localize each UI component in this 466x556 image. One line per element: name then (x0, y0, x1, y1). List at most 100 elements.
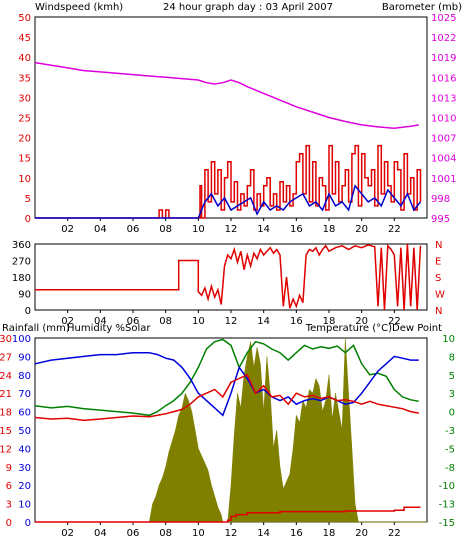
barometer-y-tick-label: 1010 (431, 114, 456, 125)
temperature-y-tick-label: 5 (449, 371, 455, 382)
x-tick-label: 08 (159, 316, 172, 327)
dewpoint-axis-title: Dew Point (392, 323, 442, 334)
humidity-axis-title: Humidity % (67, 323, 125, 334)
wind-y-tick-label: 15 (18, 154, 31, 165)
x-tick-label: 06 (127, 224, 140, 235)
temperature-line (34, 338, 419, 417)
humidity-y-tick-label: 30 (18, 463, 31, 474)
x-tick-label: 18 (323, 316, 336, 327)
rainfall-line (35, 506, 421, 523)
barometer-y-tick-label: 1007 (431, 134, 456, 145)
x-tick-label: 08 (159, 224, 172, 235)
temperature-axis-title: Temperature (°C) (305, 323, 392, 334)
x-tick-label: 12 (225, 224, 238, 235)
rain-y-tick-label: 3 (6, 500, 12, 511)
wind-y-tick-label: 45 (18, 33, 31, 44)
x-tick-label: 20 (355, 528, 368, 539)
barometer-y-tick-label: 1016 (431, 73, 456, 84)
x-tick-label: 16 (290, 224, 303, 235)
x-tick-label: 16 (290, 316, 303, 327)
solar-area (35, 337, 427, 523)
windspeed-axis-title: Windspeed (kmh) (35, 2, 123, 13)
temperature-y-tick-label: -10 (439, 481, 455, 492)
wind-y-tick-label: 0 (25, 214, 31, 225)
rainfall-axis-title: Rainfall (mm) (2, 323, 70, 334)
x-tick-label: 16 (290, 528, 303, 539)
temperature-y-tick-label: 10 (442, 334, 455, 345)
barometer-y-tick-label: 1022 (431, 33, 456, 44)
compass-label: S (435, 273, 441, 284)
barometer-y-tick-label: 1025 (431, 13, 456, 24)
x-tick-label: 10 (192, 316, 205, 327)
x-tick-label: 06 (127, 316, 140, 327)
x-tick-label: 22 (388, 528, 401, 539)
humidity-y-tick-label: 100 (12, 334, 31, 345)
barometer-line (34, 61, 419, 129)
rain-y-tick-label: 0 (6, 518, 12, 529)
wind-y-tick-label: 35 (18, 73, 31, 84)
chart-title: 24 hour graph day : 03 April 2007 (163, 2, 333, 13)
x-tick-label: 20 (355, 224, 368, 235)
humidity-y-tick-label: 80 (18, 371, 31, 382)
wind-y-tick-label: 25 (18, 114, 31, 125)
x-tick-label: 10 (192, 224, 205, 235)
temperature-y-tick-label: 3 (449, 389, 455, 400)
x-tick-label: 14 (257, 528, 270, 539)
x-tick-label: 18 (323, 528, 336, 539)
temperature-y-tick-label: -13 (439, 500, 455, 511)
panel-2-frame (34, 243, 428, 311)
humidity-y-tick-label: 90 (18, 352, 31, 363)
x-tick-label: 04 (94, 224, 107, 235)
rain-y-tick-label: 9 (6, 463, 12, 474)
x-tick-label: 02 (61, 316, 74, 327)
x-tick-label: 04 (94, 528, 107, 539)
compass-label: W (435, 290, 445, 301)
barometer-y-tick-label: 1019 (431, 53, 456, 64)
rain-y-tick-label: 21 (0, 389, 12, 400)
x-tick-label: 14 (257, 316, 270, 327)
direction-y-tick-label: 0 (25, 306, 31, 317)
humidity-y-tick-label: 0 (25, 518, 31, 529)
barometer-y-tick-label: 1001 (431, 174, 456, 185)
wind-line (35, 144, 422, 219)
x-tick-label: 18 (323, 224, 336, 235)
solar-axis-title: Solar (125, 323, 151, 334)
x-tick-label: 22 (388, 316, 401, 327)
barometer-y-tick-label: 995 (431, 214, 450, 225)
humidity-y-tick-label: 70 (18, 389, 31, 400)
x-tick-label: 06 (127, 528, 140, 539)
rain-y-tick-label: 27 (0, 352, 12, 363)
wind-y-tick-label: 30 (18, 93, 31, 104)
humidity-y-tick-label: 50 (18, 426, 31, 437)
wind_avg-line (35, 184, 422, 219)
dewpoint-line (34, 373, 419, 422)
x-tick-label: 02 (61, 528, 74, 539)
direction-y-tick-label: 270 (12, 257, 31, 268)
rain-y-tick-label: 15 (0, 426, 12, 437)
temperature-y-tick-label: -15 (439, 518, 455, 529)
chart-panels: 0510152025303540455099599810011004100710… (0, 13, 456, 539)
rain-y-tick-label: 24 (0, 371, 12, 382)
rain-y-tick-label: 6 (6, 481, 12, 492)
x-tick-label: 14 (257, 224, 270, 235)
x-tick-label: 12 (225, 316, 238, 327)
x-tick-label: 04 (94, 316, 107, 327)
barometer-axis-title: Barometer (mb) (382, 2, 462, 13)
barometer-y-tick-label: 1013 (431, 93, 456, 104)
wind-direction-line (35, 243, 422, 311)
rain-y-tick-label: 18 (0, 408, 12, 419)
temperature-y-tick-label: -8 (445, 463, 455, 474)
x-tick-label: 12 (225, 528, 238, 539)
compass-label: E (435, 257, 441, 268)
temperature-y-tick-label: -5 (445, 444, 455, 455)
direction-y-tick-label: 180 (12, 273, 31, 284)
temperature-y-tick-label: 0 (449, 408, 455, 419)
humidity-y-tick-label: 60 (18, 408, 31, 419)
compass-label: N (435, 306, 442, 317)
rain-y-tick-label: 30 (0, 334, 12, 345)
barometer-y-tick-label: 998 (431, 194, 450, 205)
wind-y-tick-label: 20 (18, 134, 31, 145)
x-tick-label: 02 (61, 224, 74, 235)
